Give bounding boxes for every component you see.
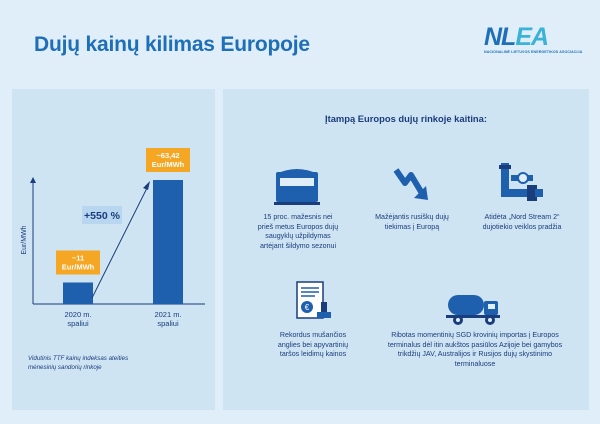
value-label-1-line-0: ~63,42 <box>156 151 179 160</box>
gas-storage-tank-icon <box>274 169 320 205</box>
y-axis-label: Eur/MWh <box>21 225 28 254</box>
logo-mark: NLEA <box>484 23 549 51</box>
factors-heading: Įtampą Europos dujų rinkoje kaitina: <box>324 113 487 124</box>
coal-permit-document-icon: € <box>296 281 331 319</box>
logo-subtitle: NACIONALINĖ LIETUVOS ENERGETIKOS ASOCIAC… <box>484 50 583 54</box>
value-label-1-line-1: Eur/MWh <box>152 160 185 169</box>
nlea-logo: NLEA NACIONALINĖ LIETUVOS ENERGETIKOS AS… <box>484 23 583 55</box>
factors-panel <box>223 89 589 410</box>
category-label-0-line-0: 2020 m. <box>64 310 91 319</box>
lng-tanker-truck-icon <box>446 295 500 325</box>
chart-note: Vidutinis TTF kainų indeksas ateities mė… <box>28 355 129 371</box>
falling-arrow-icon <box>393 168 428 200</box>
factor-lng-text: Ribotas momentinių SGD krovinių importas… <box>387 331 563 368</box>
pipeline-icon <box>499 163 543 201</box>
page-title: Dujų kainų kilimas Europoje <box>34 33 310 56</box>
category-label-0-line-1: spaliui <box>67 319 89 328</box>
factor-supply-text: Mažėjantis rusiškų dujų tiekimas į Europ… <box>375 213 449 231</box>
growth-label: +550 % <box>84 210 121 222</box>
value-label-box-0 <box>56 250 100 275</box>
bar-1 <box>153 180 183 304</box>
growth-label-box <box>82 206 122 224</box>
value-label-0-line-1: Eur/MWh <box>62 262 95 271</box>
factor-storage-text: 15 proc. mažesnis nei prieš metus Europo… <box>257 213 339 250</box>
value-label-0-line-0: ~11 <box>72 253 84 262</box>
y-axis-arrow <box>30 177 36 183</box>
value-label-box-1 <box>146 148 190 172</box>
category-label-1-line-0: 2021 m. <box>154 310 181 319</box>
growth-arrow-head <box>143 181 150 190</box>
factor-coal-text: Rekordus mušančios anglies bei apyvartin… <box>277 331 349 358</box>
growth-arrow-line <box>91 185 149 299</box>
category-label-1-line-1: spaliui <box>157 319 179 328</box>
bar-0 <box>63 282 93 304</box>
factor-nordstream-text: Atidėta „Nord Stream 2“ dujotiekio veikl… <box>482 213 562 231</box>
svg-text:€: € <box>305 303 310 312</box>
